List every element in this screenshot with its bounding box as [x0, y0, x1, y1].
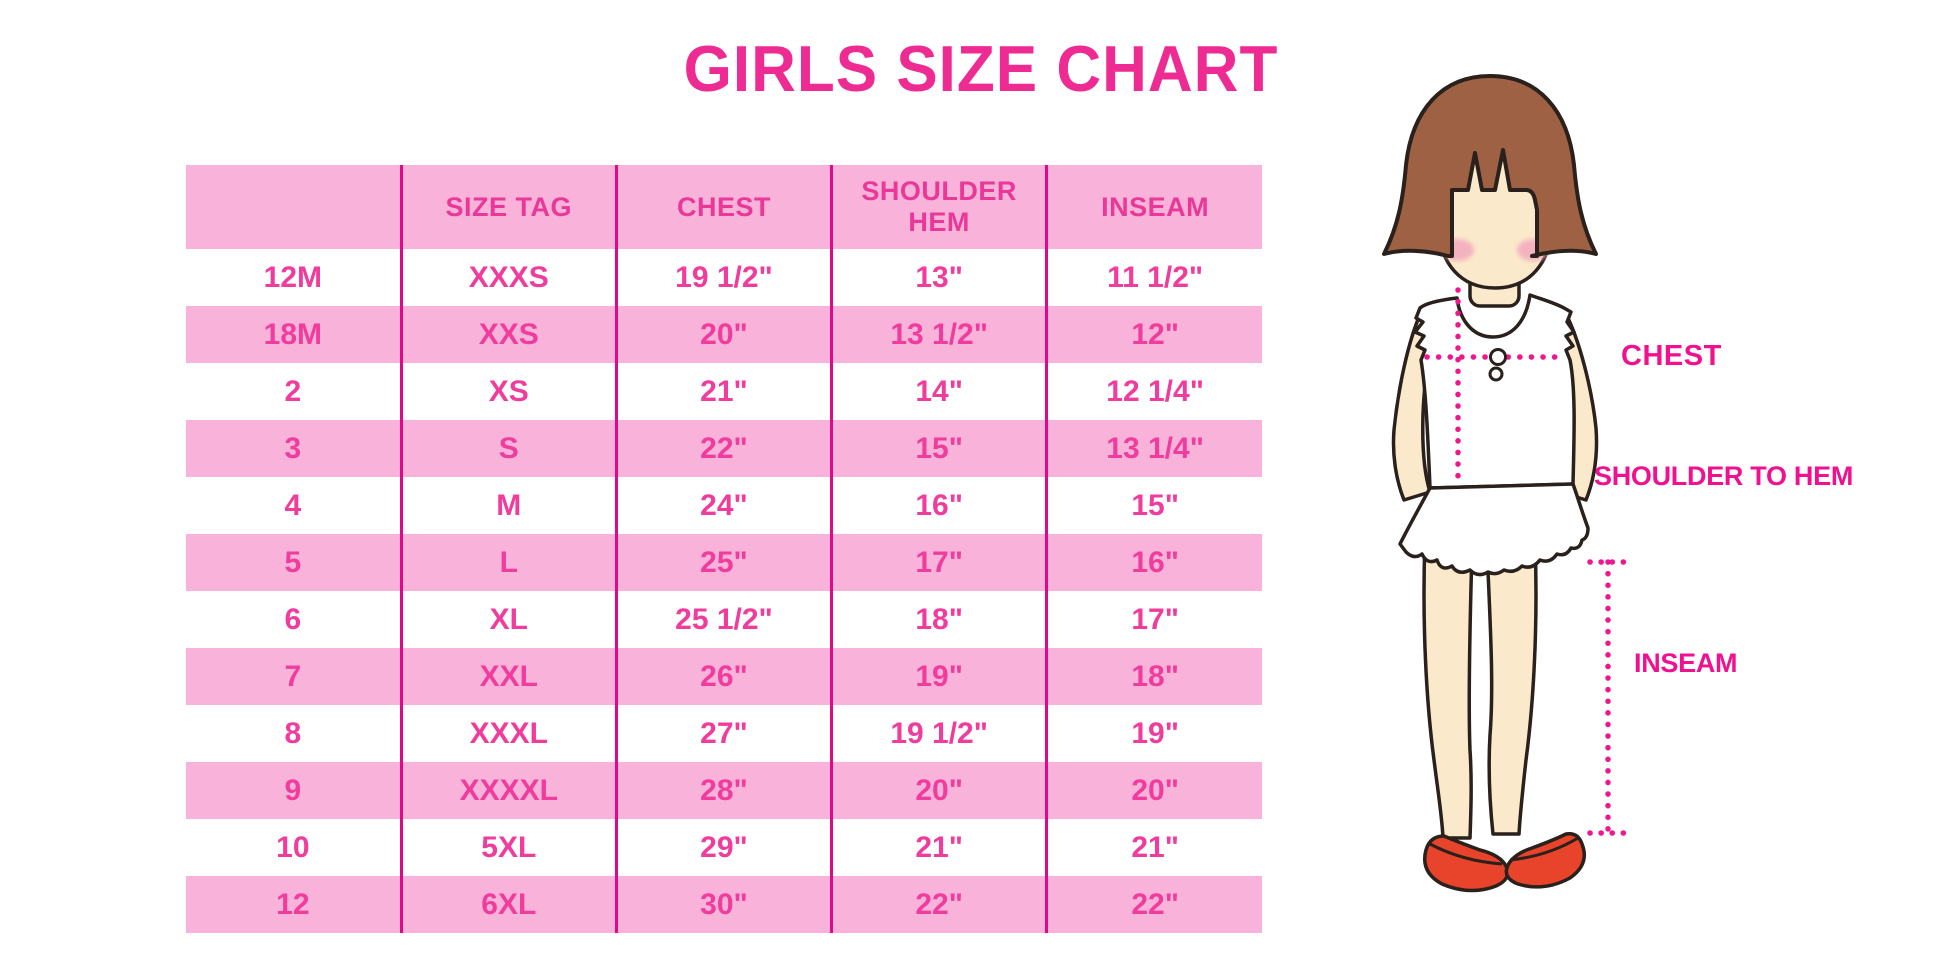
table-cell: 8	[186, 705, 402, 762]
table-cell: 25"	[614, 534, 832, 591]
table-cell: 19 1/2"	[614, 249, 832, 306]
table-cell: 5	[186, 534, 402, 591]
table-cell: 15"	[1045, 477, 1262, 534]
table-cell: 18"	[1045, 648, 1262, 705]
shoulder-to-hem-measurement-label: SHOULDER TO HEM	[1594, 461, 1854, 491]
table-cell: 3	[186, 420, 402, 477]
table-cell: 24"	[614, 477, 832, 534]
table-cell: 12	[186, 876, 402, 933]
table-cell: 11 1/2"	[1045, 249, 1262, 306]
table-cell: M	[399, 477, 617, 534]
table-cell: XXS	[399, 306, 617, 363]
table-row: 7 XXL 26" 19" 18"	[186, 648, 1262, 705]
table-cell: 15"	[830, 420, 1047, 477]
left-leg	[1422, 538, 1474, 840]
chest-measurement-label: CHEST	[1621, 340, 1722, 372]
hair	[1382, 74, 1598, 258]
top-button	[1489, 348, 1507, 366]
table-row: 5 L 25" 17" 16"	[186, 534, 1262, 591]
table-cell: XXXXL	[399, 762, 617, 819]
header-row: SIZE TAG CHEST SHOULDER HEM INSEAM	[186, 165, 1262, 249]
girl-measurement-illustration	[1382, 74, 1629, 893]
table-cell: 6XL	[399, 876, 617, 933]
table-row: 10 5XL 29" 21" 21"	[186, 819, 1262, 876]
bottom-button	[1488, 366, 1504, 382]
right-leg	[1485, 540, 1538, 836]
right-shoe-strap	[1509, 836, 1579, 862]
table-cell: XXXS	[399, 249, 617, 306]
table-cell: 30"	[614, 876, 832, 933]
table-cell: 6	[186, 591, 402, 648]
table-cell: 19"	[1045, 705, 1262, 762]
table-row: 6 XL 25 1/2" 18" 17"	[186, 591, 1262, 648]
table-cell: 21"	[614, 363, 832, 420]
table-cell: S	[399, 420, 617, 477]
table-row: 9 XXXXL 28" 20" 20"	[186, 762, 1262, 819]
table-row: 2 XS 21" 14" 12 1/4"	[186, 363, 1262, 420]
table-cell: 22"	[1045, 876, 1262, 933]
table-cell: 12"	[1045, 306, 1262, 363]
girls-size-table: SIZE TAG CHEST SHOULDER HEM INSEAM 12M XX…	[186, 165, 1262, 933]
size-table-body: 12M XXXS 19 1/2" 13" 11 1/2" 18M XXS 20" 13 1/2"…	[186, 249, 1262, 933]
right-shoe	[1504, 831, 1586, 889]
table-row: 3 S 22" 15" 13 1/4"	[186, 420, 1262, 477]
skirt	[1398, 482, 1590, 577]
inseam-measurement-label: INSEAM	[1634, 648, 1738, 678]
table-cell: 19"	[830, 648, 1047, 705]
left-shoe-strap	[1429, 842, 1503, 866]
table-cell: XL	[399, 591, 617, 648]
table-cell: 16"	[1045, 534, 1262, 591]
table-cell: 7	[186, 648, 402, 705]
table-row: 8 XXXL 27" 19 1/2" 19"	[186, 705, 1262, 762]
bodice	[1413, 293, 1576, 490]
table-header: SIZE TAG CHEST SHOULDER HEM INSEAM	[186, 165, 1262, 249]
table-cell: 2	[186, 363, 402, 420]
table-cell: 14"	[830, 363, 1047, 420]
table-cell: 9	[186, 762, 402, 819]
table-cell: 20"	[830, 762, 1047, 819]
table-cell: 22"	[830, 876, 1047, 933]
table-cell: 18M	[186, 306, 402, 363]
column-header-inseam: INSEAM	[1045, 165, 1262, 249]
table-cell: L	[399, 534, 617, 591]
table-cell: XS	[399, 363, 617, 420]
table-cell: 19 1/2"	[830, 705, 1047, 762]
table-cell: 20"	[1045, 762, 1262, 819]
table-row: 4 M 24" 16" 15"	[186, 477, 1262, 534]
table-cell: 21"	[1045, 819, 1262, 876]
table-cell: 13 1/4"	[1045, 420, 1262, 477]
table-cell: 5XL	[399, 819, 617, 876]
table-cell: 27"	[614, 705, 832, 762]
table-cell: 13 1/2"	[830, 306, 1047, 363]
table-cell: 20"	[614, 306, 832, 363]
table-cell: 12 1/4"	[1045, 363, 1262, 420]
table-cell: 28"	[614, 762, 832, 819]
page-title: GIRLS SIZE CHART	[683, 33, 1279, 106]
table-row: 18M XXS 20" 13 1/2" 12"	[186, 306, 1262, 363]
column-header-size-tag: SIZE TAG	[399, 165, 617, 249]
table-row: 12 6XL 30" 22" 22"	[186, 876, 1262, 933]
column-header-chest: CHEST	[614, 165, 832, 249]
table-cell: 22"	[614, 420, 832, 477]
table-cell: 21"	[830, 819, 1047, 876]
table-cell: 17"	[1045, 591, 1262, 648]
table-row: 12M XXXS 19 1/2" 13" 11 1/2"	[186, 249, 1262, 306]
table-cell: 12M	[186, 249, 402, 306]
table-cell: 10	[186, 819, 402, 876]
table-cell: 29"	[614, 819, 832, 876]
table-cell: 17"	[830, 534, 1047, 591]
table-cell: 25 1/2"	[614, 591, 832, 648]
table-cell: XXXL	[399, 705, 617, 762]
column-header-shoulder-hem: SHOULDER HEM	[830, 165, 1047, 249]
table-cell: 4	[186, 477, 402, 534]
table-cell: 18"	[830, 591, 1047, 648]
table-cell: 13"	[830, 249, 1047, 306]
table-cell: 26"	[614, 648, 832, 705]
table-cell: 16"	[830, 477, 1047, 534]
column-header-size	[186, 165, 402, 249]
table-cell: XXL	[399, 648, 617, 705]
